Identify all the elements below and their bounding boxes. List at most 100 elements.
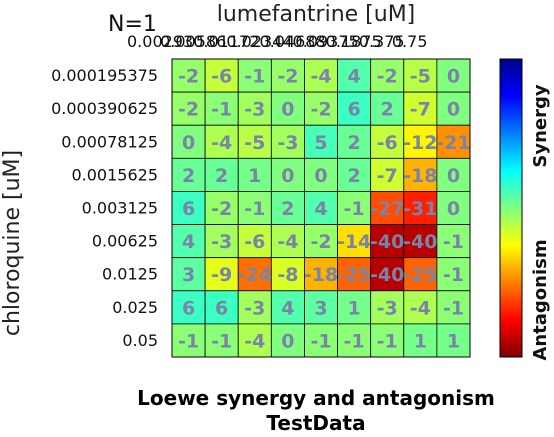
heatmap-cell bbox=[204, 224, 239, 259]
cell-value-label: -1 bbox=[178, 330, 199, 352]
cell-value-label: -9 bbox=[211, 264, 232, 286]
y-tick-label: 0.000390625 bbox=[51, 99, 158, 118]
heatmap-cell bbox=[171, 124, 206, 159]
cell-value-label: -7 bbox=[410, 99, 431, 121]
cell-value-label: -6 bbox=[211, 66, 232, 88]
heatmap-cell bbox=[337, 224, 372, 259]
y-tick-label: 0.0015625 bbox=[71, 165, 158, 184]
heatmap-cell bbox=[171, 290, 206, 325]
cell-value-label: -8 bbox=[277, 264, 298, 286]
cell-value-label: 2 bbox=[347, 165, 360, 187]
cell-value-label: 0 bbox=[314, 165, 327, 187]
cell-value-label: -6 bbox=[377, 132, 398, 154]
heatmap-cell bbox=[304, 157, 338, 192]
cell-value-label: -1 bbox=[310, 330, 331, 352]
heatmap-cell bbox=[237, 124, 272, 159]
cell-value-label: -1 bbox=[244, 198, 265, 220]
cell-value-label: -31 bbox=[403, 198, 437, 220]
cell-value-label: -27 bbox=[370, 198, 404, 220]
cell-value-label: 4 bbox=[281, 297, 294, 319]
heatmap-cell bbox=[337, 290, 372, 325]
x-tick-label: 0.00586 bbox=[160, 32, 226, 51]
heatmap-cell bbox=[270, 290, 305, 325]
cell-value-label: -3 bbox=[244, 297, 265, 319]
cell-value-label: -3 bbox=[244, 99, 265, 121]
cell-value-label: -1 bbox=[211, 99, 232, 121]
cell-value-label: -40 bbox=[370, 231, 404, 253]
heatmap-cell bbox=[436, 58, 471, 93]
cell-value-label: -6 bbox=[244, 231, 265, 253]
y-axis-title: chloroquine [uM] bbox=[0, 150, 25, 336]
cell-value-label: -18 bbox=[403, 165, 437, 187]
y-tick-label: 0.00625 bbox=[92, 232, 158, 251]
heatmap-cell bbox=[304, 124, 338, 159]
cell-value-label: 0 bbox=[447, 165, 460, 187]
x-tick-label: 0.01172 bbox=[193, 32, 259, 51]
cell-value-label: -1 bbox=[344, 198, 365, 220]
heatmap-cell bbox=[436, 224, 471, 259]
cell-value-label: 5 bbox=[314, 132, 327, 154]
heatmap-cell bbox=[270, 323, 305, 358]
heatmap-cell bbox=[304, 224, 338, 259]
heatmap-cells bbox=[171, 58, 471, 358]
cell-value-label: -21 bbox=[436, 132, 470, 154]
cell-value-label: 1 bbox=[447, 330, 460, 352]
x-tick-label: 0.1875 bbox=[326, 32, 382, 51]
cell-value-label: -2 bbox=[211, 198, 232, 220]
cell-value-label: -18 bbox=[304, 264, 338, 286]
heatmap-cell bbox=[436, 323, 471, 358]
cell-value-label: 6 bbox=[182, 198, 195, 220]
cell-value-label: -14 bbox=[337, 231, 371, 253]
heatmap-cell bbox=[304, 290, 338, 325]
heatmap-cell bbox=[436, 257, 471, 292]
cell-value-label: -2 bbox=[310, 99, 331, 121]
y-tick-label: 0.0125 bbox=[102, 265, 158, 284]
cell-value-label: -3 bbox=[377, 297, 398, 319]
cell-value-label: -7 bbox=[377, 165, 398, 187]
cell-value-label: 0 bbox=[182, 132, 195, 154]
heatmap-cell bbox=[237, 257, 272, 292]
cell-value-label: 4 bbox=[314, 198, 327, 220]
cell-value-label: -2 bbox=[277, 66, 298, 88]
cell-value-label: -40 bbox=[370, 264, 404, 286]
cell-value-label: -4 bbox=[211, 132, 232, 154]
cell-value-label: -4 bbox=[277, 231, 298, 253]
cell-value-label: -24 bbox=[238, 264, 272, 286]
heatmap-cell bbox=[171, 91, 206, 126]
cell-value-label: -1 bbox=[211, 330, 232, 352]
cell-value-label: 2 bbox=[347, 132, 360, 154]
y-tick-labels: 0.000195375 0.000390625 0.00078125 0.001562… bbox=[51, 66, 158, 350]
heatmap-cell bbox=[204, 257, 239, 292]
cell-value-label: 2 bbox=[381, 99, 394, 121]
cell-value-label: 6 bbox=[182, 297, 195, 319]
cell-value-label: 0 bbox=[447, 99, 460, 121]
heatmap-cell bbox=[403, 191, 438, 225]
heatmap-cell-labels: -2 -6 -1 -2 -4 4 -2 -5 0-2 -1 -3 0 -2 6 2 -7 00 -4 -5 -3 5 2-… bbox=[178, 66, 471, 353]
chart-title-line-1: Loewe synergy and antagonism bbox=[137, 386, 495, 410]
n-annotation: N=1 bbox=[108, 12, 157, 37]
cell-value-label: -12 bbox=[403, 132, 437, 154]
heatmap-frame bbox=[171, 58, 471, 358]
cell-value-label: -25 bbox=[403, 264, 437, 286]
cell-value-label: 0 bbox=[447, 198, 460, 220]
heatmap-cell bbox=[270, 191, 305, 225]
cell-value-label: -1 bbox=[244, 66, 265, 88]
colorbar-antagonism-label: Antagonism bbox=[530, 239, 551, 360]
x-tick-label: 0.375 bbox=[359, 32, 405, 51]
x-tick-label: 0.75 bbox=[392, 32, 428, 51]
x-tick-label: 0.00293 bbox=[127, 32, 193, 51]
cell-value-label: 1 bbox=[414, 330, 427, 352]
heatmap-cell bbox=[337, 257, 372, 292]
cell-value-label: 3 bbox=[314, 297, 327, 319]
heatmap-cell bbox=[237, 191, 272, 225]
heatmap-cell bbox=[436, 290, 471, 325]
cell-value-label: -5 bbox=[410, 66, 431, 88]
colorbar bbox=[499, 58, 523, 358]
cell-value-label: -4 bbox=[410, 297, 431, 319]
cell-value-label: -1 bbox=[443, 231, 464, 253]
heatmap-cell bbox=[270, 257, 305, 292]
x-tick-label: 0.04688 bbox=[259, 32, 325, 51]
cell-value-label: 0 bbox=[281, 165, 294, 187]
cell-value-label: -3 bbox=[277, 132, 298, 154]
